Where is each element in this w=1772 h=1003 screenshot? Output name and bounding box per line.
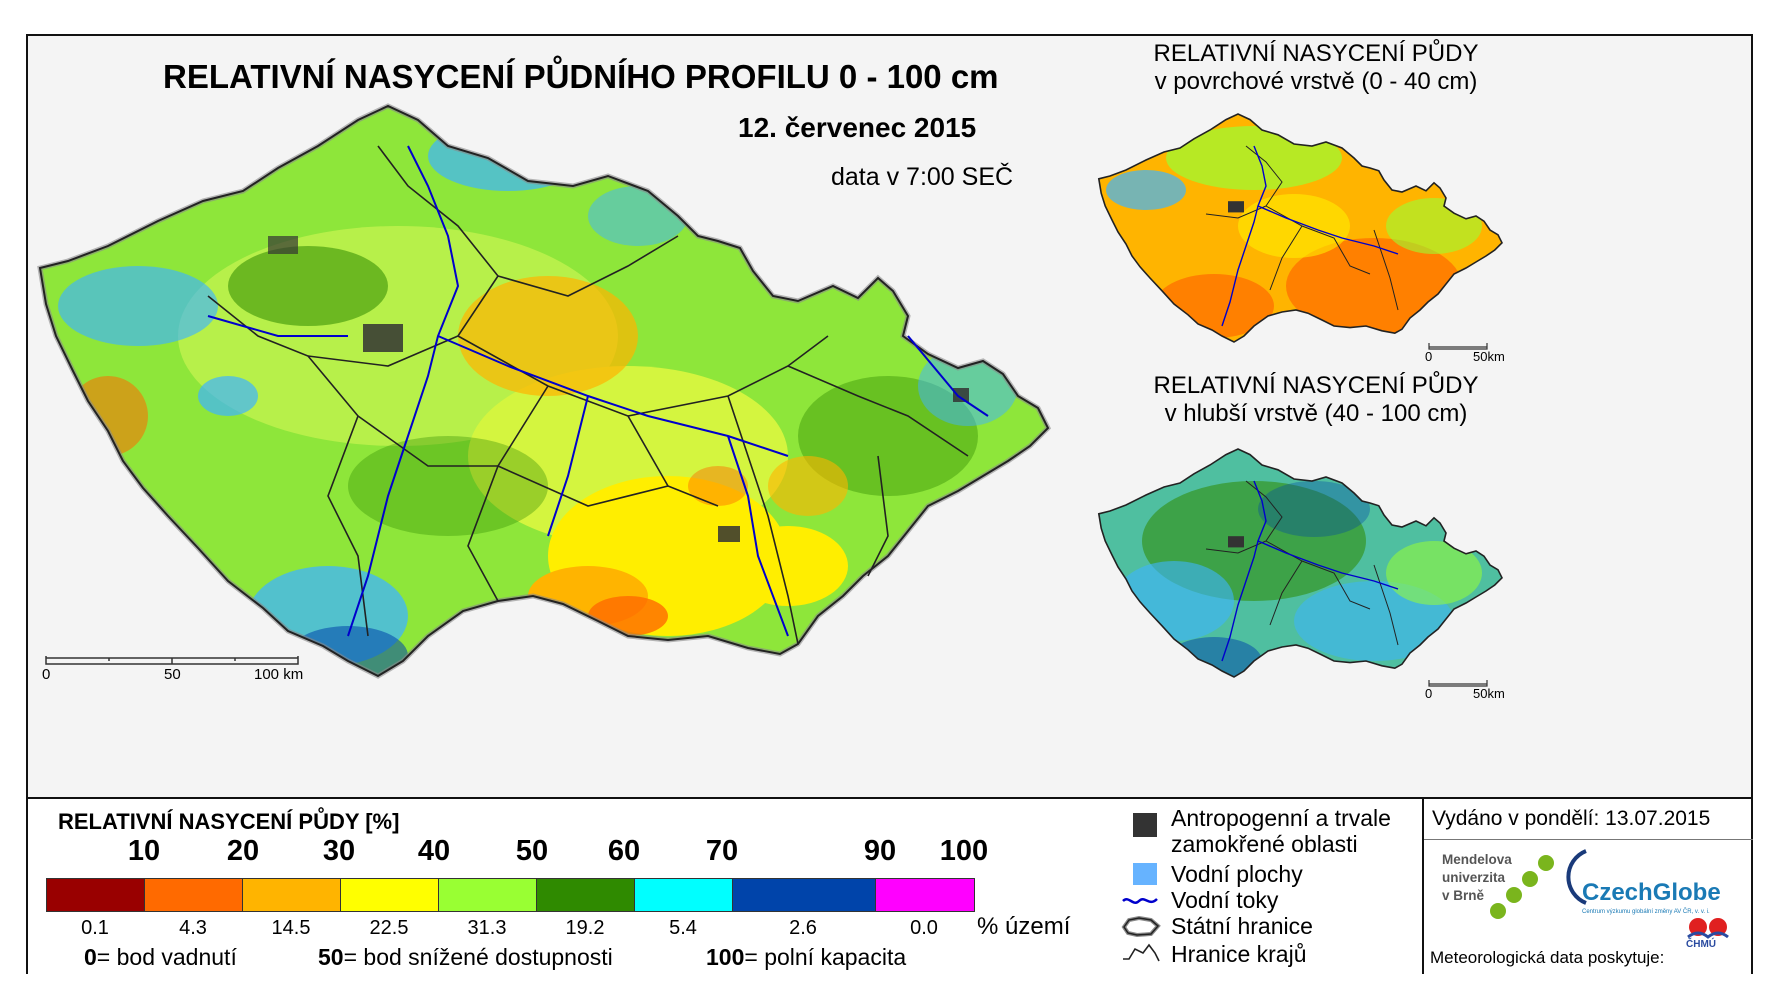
legend-pct-unit: % území: [977, 913, 1071, 940]
definition-100: 100= polní kapacita: [706, 944, 906, 971]
legend-swatch-10-20: [145, 879, 243, 911]
key-region-border-label: Hranice krajů: [1171, 941, 1307, 967]
main-map-date: 12. červenec 2015: [738, 112, 977, 143]
state-border-icon: [1121, 913, 1161, 939]
legend-tick-90: 90: [863, 835, 897, 867]
legend-tick-70: 70: [705, 835, 739, 867]
legend-pct-1: 0.1: [81, 917, 109, 939]
legend-swatch-30-40: [341, 879, 439, 911]
deep-title-line2: v hlubší vrstvě (40 - 100 cm): [1164, 400, 1468, 427]
definition-0-value: 0: [84, 944, 97, 970]
main-map-title: RELATIVNÍ NASYCENÍ PŮDNÍHO PROFILU 0 - 1…: [163, 58, 999, 95]
legend-pct-8: 2.6: [789, 917, 817, 939]
surface-map-title: RELATIVNÍ NASYCENÍ PŮDY v povrchové vrst…: [1036, 40, 1596, 96]
mendel-dots-icon: [1490, 855, 1554, 919]
key-region-border: Hranice krajů: [1121, 941, 1307, 967]
water-area-swatch-icon: [1121, 861, 1161, 887]
definition-50: 50= bod snížené dostupnosti: [318, 944, 613, 971]
definition-100-value: 100: [706, 944, 745, 970]
key-rivers: Vodní toky: [1121, 887, 1278, 913]
region-border-icon: [1121, 941, 1161, 967]
surface-title-line1: RELATIVNÍ NASYCENÍ PŮDY: [1153, 40, 1479, 67]
key-water-areas: Vodní plochy: [1121, 861, 1303, 887]
legend-tick-40: 40: [417, 835, 451, 867]
chmu-logo-icon: [1687, 918, 1729, 939]
legend-swatch-0-10: [47, 879, 145, 911]
legend-swatch-40-50: [439, 879, 537, 911]
legend-tick-10: 10: [127, 835, 161, 867]
deep-title-line1: RELATIVNÍ NASYCENÍ PŮDY: [1153, 372, 1479, 399]
issue-separator: [1424, 839, 1753, 840]
key-anthropogenic-line2: zamokřené oblasti: [1171, 831, 1358, 857]
main-scale-0: 0: [42, 666, 51, 683]
legend-pct-3: 14.5: [271, 917, 311, 939]
mendel-university-logo: Mendelova univerzita v Brně: [1442, 851, 1512, 905]
legend-pct-5: 31.3: [467, 917, 507, 939]
definition-50-text: = bod snížené dostupnosti: [343, 944, 613, 970]
definition-0: 0= bod vadnutí: [84, 944, 237, 971]
map-frame: RELATIVNÍ NASYCENÍ PŮDNÍHO PROFILU 0 - 1…: [26, 34, 1753, 974]
key-anthropogenic: Antropogenní a trvale zamokřené oblasti: [1121, 805, 1391, 857]
legend-tick-50: 50: [515, 835, 549, 867]
issue-box: Vydáno v pondělí: 13.07.2015 Mendelova u…: [1422, 799, 1753, 974]
legend-colorbar: [46, 878, 975, 912]
czechglobe-subtitle: Centrum výzkumu globální změny AV ČR, v.…: [1582, 909, 1710, 915]
legend-tick-60: 60: [607, 835, 641, 867]
legend-swatch-90-100: [876, 879, 974, 911]
legend-swatch-20-30: [243, 879, 341, 911]
legend-tick-30: 30: [322, 835, 356, 867]
legend-pct-4: 22.5: [369, 917, 409, 939]
legend-pct-7: 5.4: [669, 917, 697, 939]
definition-100-text: = polní kapacita: [744, 944, 907, 970]
main-scale-100: 100 km: [254, 666, 304, 683]
surface-scale-50: 50km: [1473, 349, 1505, 364]
deep-layer-map: [1098, 448, 1503, 678]
key-state-border: Státní hranice: [1121, 913, 1313, 939]
issue-date: Vydáno v pondělí: 13.07.2015: [1432, 807, 1711, 830]
legend-pct-6: 19.2: [565, 917, 605, 939]
key-rivers-label: Vodní toky: [1171, 887, 1279, 913]
anthropogenic-swatch-icon: [1121, 805, 1161, 837]
legend-area: RELATIVNÍ NASYCENÍ PŮDY [%] 10 20 30 40 …: [28, 797, 1753, 974]
mendel-line2: univerzita: [1442, 870, 1506, 885]
legend-pct-9: 0.0: [910, 917, 938, 939]
legend-title: RELATIVNÍ NASYCENÍ PŮDY [%]: [58, 809, 400, 834]
main-map-time: data v 7:00 SEČ: [831, 163, 1014, 191]
deep-scale-0: 0: [1425, 686, 1433, 701]
main-czech-map: [28, 36, 1088, 736]
main-scale-50: 50: [164, 666, 181, 683]
data-provider-label: Meteorologická data poskytuje:: [1430, 948, 1665, 967]
key-state-border-label: Státní hranice: [1171, 913, 1313, 939]
legend-swatch-60-70: [635, 879, 733, 911]
deep-map-title: RELATIVNÍ NASYCENÍ PŮDY v hlubší vrstvě …: [1036, 372, 1596, 428]
czechglobe-logo: CzechGlobe: [1582, 879, 1721, 906]
legend-tick-20: 20: [226, 835, 260, 867]
definition-0-text: = bod vadnutí: [96, 944, 237, 970]
mendel-line1: Mendelova: [1442, 852, 1512, 867]
river-line-icon: [1121, 887, 1161, 913]
definition-50-value: 50: [318, 944, 344, 970]
legend-tick-100: 100: [939, 835, 989, 867]
map-area: RELATIVNÍ NASYCENÍ PŮDNÍHO PROFILU 0 - 1…: [28, 36, 1751, 797]
key-anthropogenic-line1: Antropogenní a trvale: [1171, 805, 1391, 831]
legend-swatch-70-90: [733, 879, 876, 911]
surface-title-line2: v povrchové vrstvě (0 - 40 cm): [1154, 68, 1478, 95]
legend-swatch-50-60: [537, 879, 635, 911]
czechglobe-arc-icon: [1566, 849, 1587, 905]
deep-scale-50: 50km: [1473, 686, 1505, 701]
legend-pct-2: 4.3: [179, 917, 207, 939]
mendel-line3: v Brně: [1442, 888, 1485, 903]
surface-scale-0: 0: [1425, 349, 1433, 364]
chmu-logo: ČHMÚ: [1686, 939, 1716, 950]
key-water-areas-label: Vodní plochy: [1171, 861, 1303, 887]
surface-layer-map: [1098, 113, 1503, 343]
